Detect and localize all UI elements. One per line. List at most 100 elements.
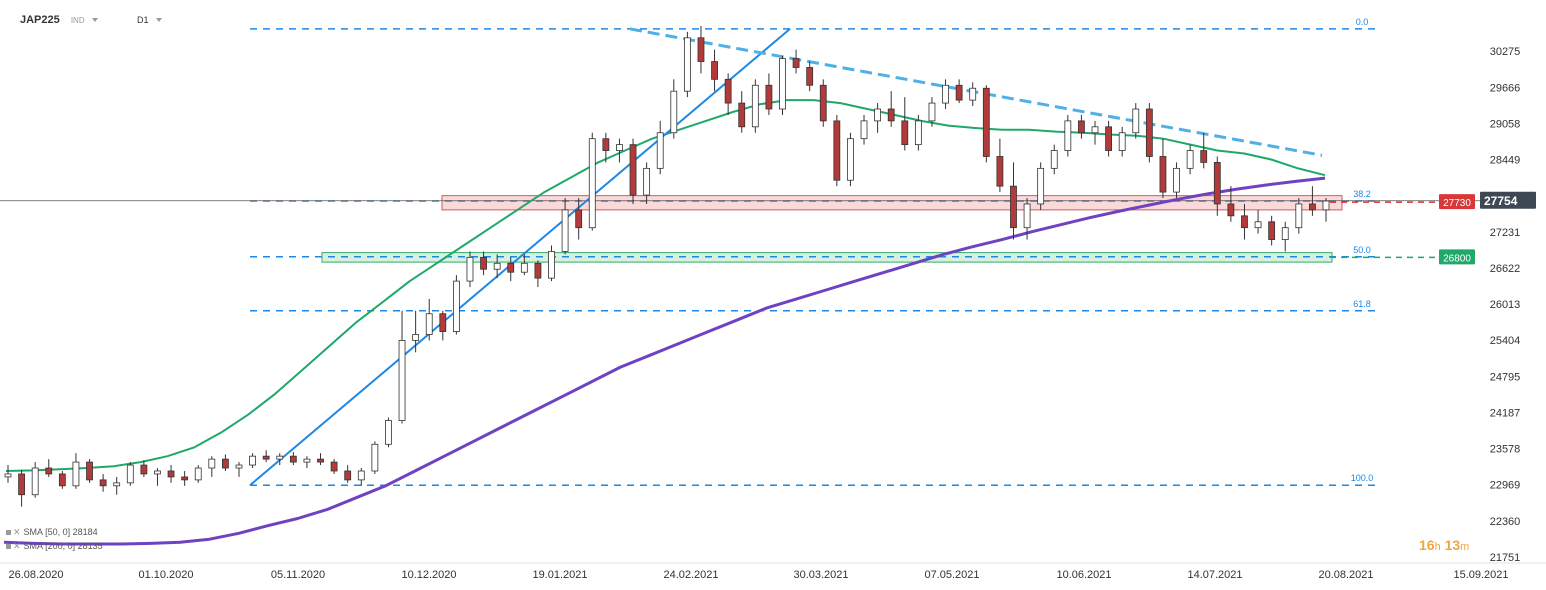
settings-icon[interactable] xyxy=(6,530,11,536)
candle-down xyxy=(289,455,297,463)
x-tick-label: 30.03.2021 xyxy=(793,569,848,581)
candle-up xyxy=(208,458,216,469)
close-icon[interactable]: ✕ xyxy=(13,541,21,551)
candle-down xyxy=(901,120,909,146)
price-axis: 3027529666290582844927840272312662226013… xyxy=(1490,46,1521,564)
fib-label: 0.0 xyxy=(1356,17,1369,27)
candle-up xyxy=(588,138,596,229)
price-label-green: 26800 xyxy=(1443,253,1471,264)
candle-down xyxy=(1105,126,1112,151)
x-tick-label: 19.01.2021 xyxy=(532,569,587,581)
candle-up xyxy=(425,313,433,335)
fib-label: 38.2 xyxy=(1353,189,1371,199)
y-tick-label: 22360 xyxy=(1490,516,1521,528)
candle-down xyxy=(58,473,66,487)
candle-down xyxy=(1227,203,1235,217)
candle-up xyxy=(249,455,256,466)
candle-down xyxy=(262,455,270,460)
candle-up xyxy=(303,458,311,463)
price-label-red-bg xyxy=(1439,194,1475,210)
candle-up xyxy=(357,470,365,481)
x-tick-label: 15.09.2021 xyxy=(1453,569,1508,581)
candle-up xyxy=(398,340,406,421)
y-tick-label: 22969 xyxy=(1490,480,1521,492)
candle-up xyxy=(194,467,202,481)
candle-down xyxy=(45,467,53,475)
candle-up xyxy=(154,470,161,475)
chevron-down-icon[interactable] xyxy=(155,18,162,23)
candle-down xyxy=(724,78,732,104)
current-price-label: 27754 xyxy=(1484,194,1518,208)
chevron-down-icon[interactable] xyxy=(91,18,98,23)
candle-up xyxy=(4,473,12,478)
candle-down xyxy=(317,458,324,463)
candle-up xyxy=(643,167,651,196)
x-tick-label: 26.08.2020 xyxy=(8,569,63,581)
candle-up xyxy=(1186,150,1194,169)
candle-up xyxy=(914,120,922,146)
current-price-bg xyxy=(1480,191,1536,209)
fibonacci-levels: 0.0 38.2 50.0 61.8 100.0 xyxy=(0,17,1480,486)
y-tick-label: 24187 xyxy=(1490,407,1521,419)
candle-up xyxy=(1064,120,1072,151)
y-tick-label: 29666 xyxy=(1490,82,1521,94)
candle-up xyxy=(31,467,39,496)
candle-up xyxy=(656,132,664,169)
y-tick-label: 21751 xyxy=(1490,552,1521,564)
candle-down xyxy=(629,144,637,196)
candle-up xyxy=(371,443,379,472)
price-labels: 27730 26800 27754 xyxy=(1439,191,1536,265)
settings-icon[interactable] xyxy=(6,544,11,550)
x-tick-label: 20.08.2021 xyxy=(1318,569,1373,581)
candle-up xyxy=(860,120,868,140)
candle-down xyxy=(1268,221,1276,240)
candle-up xyxy=(874,108,882,122)
candle-down xyxy=(1159,156,1167,193)
legend-label: SMA xyxy=(23,527,43,537)
candle-down xyxy=(439,313,447,332)
legend-params: [200, 0] xyxy=(45,541,76,551)
timeframe-selector[interactable]: D1 xyxy=(137,14,162,26)
timer-m-unit: m xyxy=(1460,541,1470,553)
fib-label: 100.0 xyxy=(1351,473,1374,483)
y-tick-label: 29058 xyxy=(1490,118,1521,130)
y-tick-label: 24795 xyxy=(1490,371,1521,383)
symbol-header[interactable]: JAP225 IND xyxy=(20,14,98,26)
candle-down xyxy=(167,470,175,478)
legend-sma-50[interactable]: ✕ SMA [50, 0] 28184 xyxy=(6,527,98,538)
candle-down xyxy=(86,461,93,481)
y-tick-label: 25404 xyxy=(1490,335,1521,347)
candle-up xyxy=(616,144,623,151)
legend-value: 28135 xyxy=(77,541,103,551)
candle-down xyxy=(955,84,963,101)
candle-up xyxy=(1132,108,1140,134)
candle-down xyxy=(1145,108,1153,157)
candle-down xyxy=(819,84,827,122)
candle-up xyxy=(412,334,420,341)
candle-up xyxy=(1023,203,1031,229)
candle-up xyxy=(1118,132,1126,151)
candle-up xyxy=(113,482,121,487)
candle-up xyxy=(1322,200,1330,211)
y-tick-label: 27231 xyxy=(1490,227,1521,239)
candle-down xyxy=(18,473,25,496)
candle-down xyxy=(792,58,800,68)
candle-up xyxy=(683,37,691,92)
candle-up xyxy=(385,420,392,445)
x-tick-label: 10.12.2020 xyxy=(401,569,456,581)
close-icon[interactable]: ✕ xyxy=(13,527,21,537)
time-axis: 26.08.2020 01.10.2020 05.11.2020 10.12.2020… xyxy=(0,562,1546,581)
timeframe-label: D1 xyxy=(137,15,149,25)
candle-down xyxy=(806,67,814,86)
candle-up xyxy=(452,280,460,332)
candle-down xyxy=(738,102,746,128)
candle-up xyxy=(779,58,786,110)
price-label-red: 27730 xyxy=(1443,198,1471,209)
legend-sma-200[interactable]: ✕ SMA [200, 0] 28135 xyxy=(6,541,103,552)
candle-down xyxy=(140,464,148,475)
candle-down xyxy=(480,256,487,270)
candle-down xyxy=(344,470,352,481)
candle-down xyxy=(222,458,229,469)
candle-down xyxy=(1213,162,1221,205)
